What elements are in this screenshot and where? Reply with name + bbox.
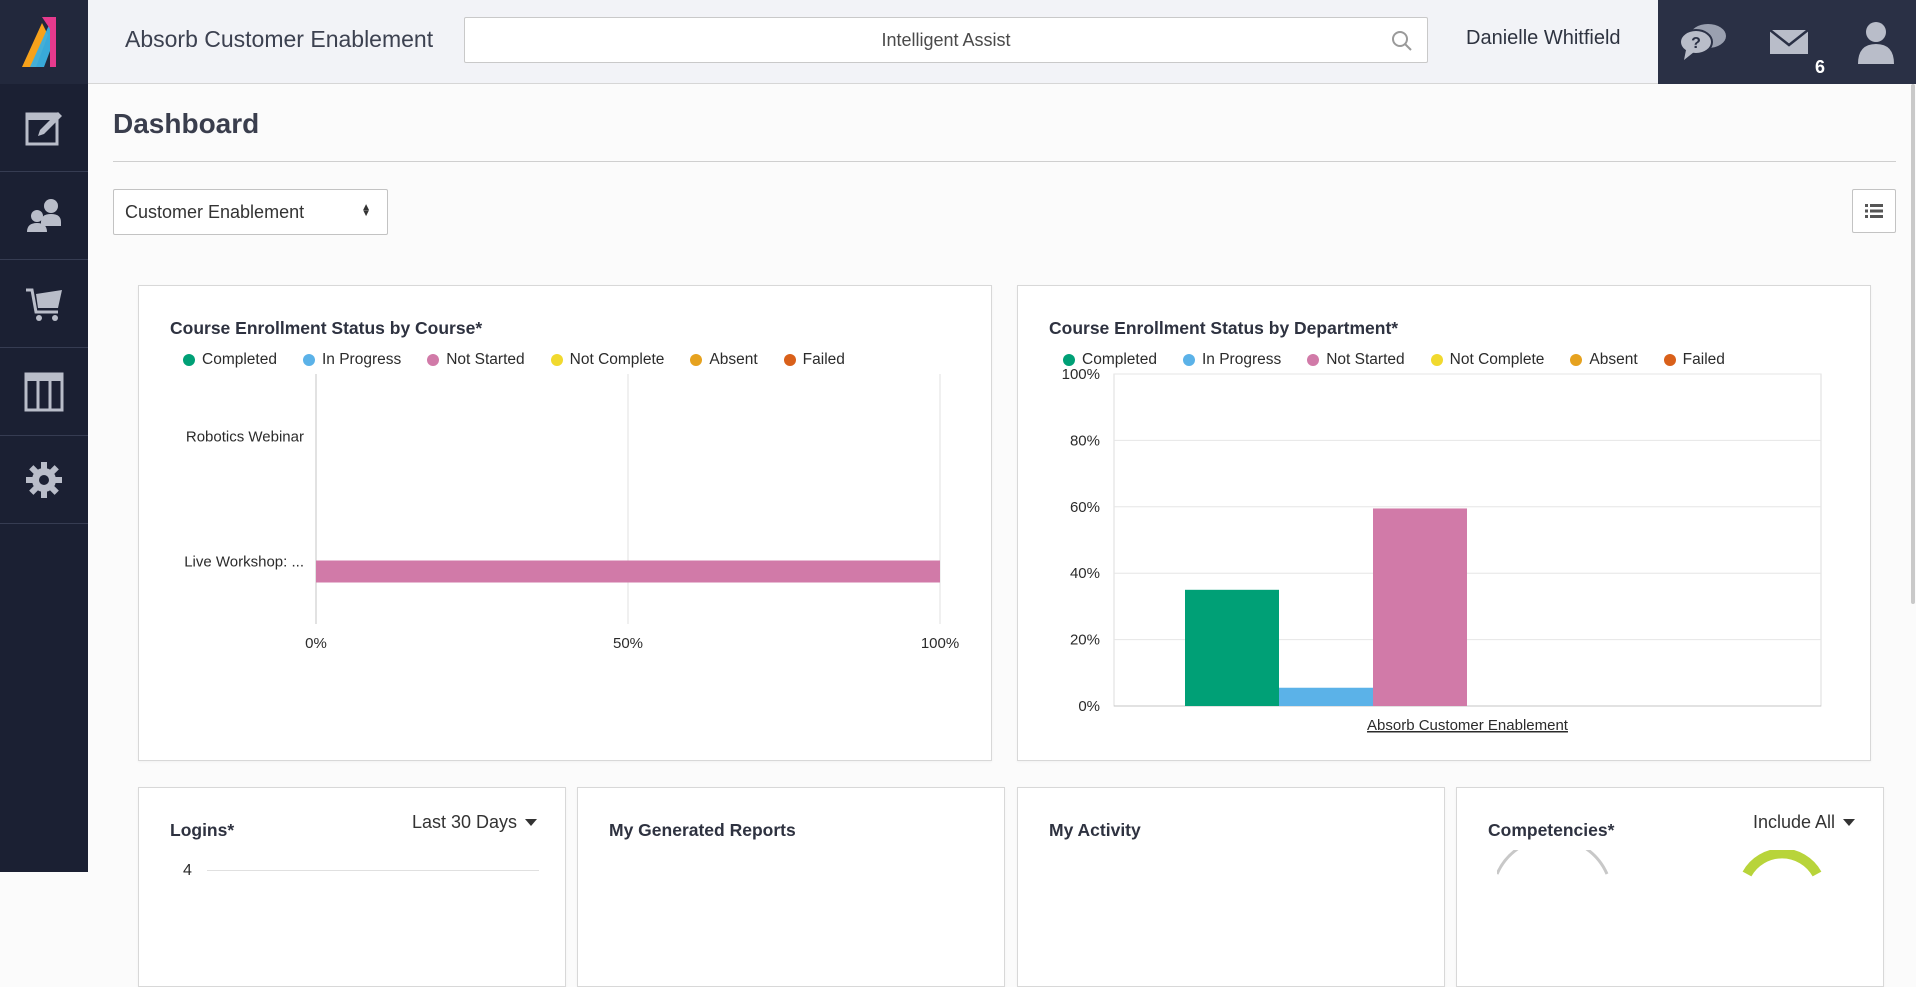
- dropdown-value: Include All: [1753, 812, 1835, 833]
- y-tick-label: 0%: [1078, 698, 1100, 715]
- users-icon: [24, 196, 64, 236]
- help-chat-icon: ?: [1676, 22, 1728, 62]
- sidebar-item-reports[interactable]: [0, 348, 88, 436]
- svg-text:?: ?: [1691, 35, 1701, 52]
- y-tick-label: 4: [183, 862, 192, 880]
- list-icon: [1865, 203, 1883, 219]
- left-nav: [0, 0, 88, 872]
- search-placeholder: Intelligent Assist: [881, 30, 1010, 51]
- bar-not-started: [1373, 508, 1467, 706]
- caret-down-icon: [525, 819, 537, 826]
- card-enrollment-by-course: Course Enrollment Status by Course* Comp…: [138, 285, 992, 761]
- main-content: Dashboard Customer Enablement ▲▼ Course …: [88, 84, 1916, 872]
- y-category-label: Live Workshop: ...: [184, 554, 304, 571]
- y-tick-label: 100%: [1062, 366, 1100, 383]
- y-tick-label: 40%: [1070, 565, 1100, 582]
- scrollbar[interactable]: [1908, 84, 1916, 608]
- profile-button[interactable]: [1832, 0, 1916, 84]
- dropdown-value: Last 30 Days: [412, 812, 517, 833]
- bar-not-started: [316, 561, 940, 583]
- select-caret-icon: ▲▼: [361, 205, 371, 217]
- card-my-activity: My Activity: [1017, 787, 1445, 987]
- scrollbar-thumb[interactable]: [1911, 84, 1915, 604]
- messages-button[interactable]: 6: [1745, 0, 1833, 84]
- competencies-filter-dropdown[interactable]: Include All: [1753, 812, 1855, 833]
- help-chat-button[interactable]: ?: [1658, 0, 1746, 84]
- card-title: My Generated Reports: [609, 820, 796, 841]
- y-tick-label: 80%: [1070, 432, 1100, 449]
- y-tick-label: 60%: [1070, 499, 1100, 516]
- gridline: [207, 870, 539, 871]
- bar-in-progress: [1279, 688, 1373, 706]
- dashboard-select-value: Customer Enablement: [125, 202, 304, 223]
- user-name[interactable]: Danielle Whitfield: [1466, 27, 1621, 50]
- x-category-label[interactable]: Absorb Customer Enablement: [1367, 717, 1569, 734]
- title-divider: [113, 161, 1896, 162]
- edit-icon: [24, 108, 64, 148]
- card-title: Competencies*: [1488, 820, 1614, 841]
- top-header: Absorb Customer Enablement Intelligent A…: [88, 0, 1916, 84]
- app-title: Absorb Customer Enablement: [125, 26, 433, 53]
- page-title: Dashboard: [113, 108, 259, 140]
- bar-completed: [1185, 590, 1279, 706]
- user-icon: [1856, 20, 1896, 64]
- logins-range-dropdown[interactable]: Last 30 Days: [412, 812, 537, 833]
- card-competencies: Competencies* Include All: [1456, 787, 1884, 987]
- gear-icon: [24, 460, 64, 500]
- dashboard-select[interactable]: Customer Enablement ▲▼: [113, 189, 388, 235]
- card-enrollment-by-department: Course Enrollment Status by Department* …: [1017, 285, 1871, 761]
- card-my-generated-reports: My Generated Reports: [577, 787, 1005, 987]
- course-bar-chart: 0% 50% 100% Robotics Webinar Live Workshop: …: [139, 286, 991, 760]
- caret-down-icon: [1843, 819, 1855, 826]
- x-tick-label: 50%: [613, 635, 643, 652]
- message-count-badge: 6: [1815, 57, 1825, 78]
- sidebar-item-courses[interactable]: [0, 84, 88, 172]
- intelligent-assist-search[interactable]: Intelligent Assist: [464, 17, 1428, 63]
- sidebar-item-ecommerce[interactable]: [0, 260, 88, 348]
- x-tick-label: 0%: [305, 635, 327, 652]
- y-tick-label: 20%: [1070, 632, 1100, 649]
- sidebar-item-settings[interactable]: [0, 436, 88, 524]
- card-title: My Activity: [1049, 820, 1141, 841]
- department-bar-chart: 0% 20% 40% 60% 80% 100% Absorb Customer Enable…: [1018, 286, 1870, 760]
- search-icon[interactable]: [1391, 30, 1413, 52]
- competency-graphics: [1497, 850, 1877, 900]
- card-title: Logins*: [170, 820, 234, 841]
- list-view-button[interactable]: [1852, 189, 1896, 233]
- cart-icon: [24, 284, 64, 324]
- x-tick-label: 100%: [921, 635, 959, 652]
- mail-icon: [1769, 27, 1809, 57]
- y-category-label: Robotics Webinar: [186, 429, 304, 446]
- card-logins: Logins* Last 30 Days 4: [138, 787, 566, 987]
- columns-icon: [24, 372, 64, 412]
- sidebar-item-users[interactable]: [0, 172, 88, 260]
- absorb-logo[interactable]: [0, 0, 88, 84]
